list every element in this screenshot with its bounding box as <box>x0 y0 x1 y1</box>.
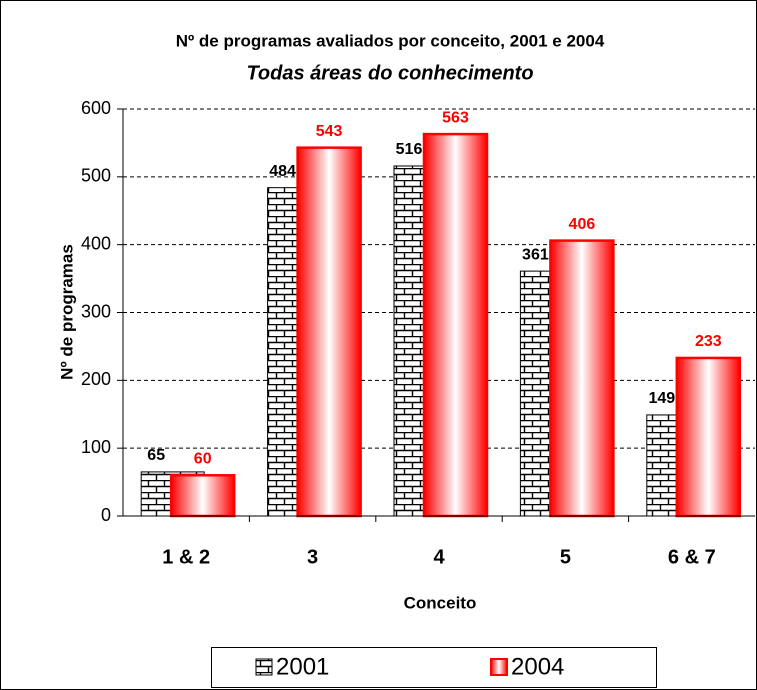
data-label: 563 <box>442 109 469 126</box>
bar <box>296 146 362 518</box>
legend-label: 2001 <box>276 653 329 680</box>
legend-swatch <box>255 658 273 676</box>
y-tick-label: 500 <box>81 166 111 186</box>
data-label: 60 <box>194 451 212 468</box>
data-label: 149 <box>648 390 675 407</box>
x-tick-label: 4 <box>433 546 445 568</box>
bar <box>675 356 742 518</box>
bar <box>422 132 489 518</box>
legend-swatch <box>490 658 508 676</box>
data-label: 406 <box>569 216 596 233</box>
data-label: 65 <box>147 447 165 464</box>
data-label: 233 <box>695 333 722 350</box>
y-axis-label: Nº de programas <box>57 244 76 380</box>
bar <box>169 474 236 518</box>
y-tick-label: 200 <box>81 369 111 389</box>
y-tick-label: 0 <box>101 505 111 525</box>
y-tick-label: 300 <box>81 301 111 321</box>
legend <box>211 647 657 688</box>
y-tick-label: 600 <box>81 98 111 118</box>
x-tick-label: 6 & 7 <box>668 546 716 568</box>
x-tick-label: 1 & 2 <box>162 546 210 568</box>
x-tick-label: 3 <box>307 546 318 568</box>
data-label: 484 <box>269 163 296 180</box>
bar <box>549 239 615 518</box>
legend-label: 2004 <box>511 653 564 680</box>
y-tick-label: 400 <box>81 233 111 253</box>
data-label: 516 <box>396 141 423 158</box>
data-label: 543 <box>316 123 343 140</box>
chart-subtitle: Todas áreas do conhecimento <box>246 62 533 84</box>
x-axis-label: Conceito <box>404 593 477 612</box>
y-tick-label: 100 <box>81 437 111 457</box>
x-tick-label: 5 <box>560 546 571 568</box>
chart-title: Nº de programas avaliados por conceito, … <box>176 31 605 50</box>
data-label: 361 <box>522 246 549 263</box>
